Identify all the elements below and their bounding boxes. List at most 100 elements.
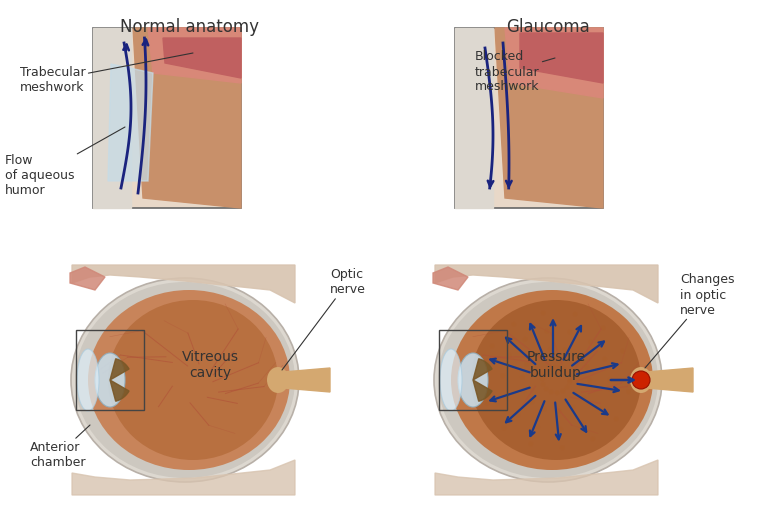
- Polygon shape: [110, 359, 129, 380]
- Circle shape: [545, 367, 551, 372]
- Circle shape: [541, 382, 545, 387]
- Circle shape: [568, 330, 572, 335]
- Polygon shape: [93, 28, 131, 208]
- Circle shape: [541, 310, 546, 316]
- Circle shape: [549, 389, 554, 394]
- Ellipse shape: [451, 290, 653, 470]
- Ellipse shape: [434, 278, 662, 482]
- Bar: [455, 28, 603, 208]
- Bar: [93, 28, 241, 208]
- Circle shape: [598, 406, 602, 411]
- Circle shape: [584, 364, 589, 370]
- Circle shape: [581, 420, 585, 426]
- Circle shape: [588, 339, 593, 345]
- Circle shape: [627, 377, 632, 383]
- Circle shape: [511, 322, 516, 327]
- Circle shape: [500, 373, 505, 378]
- Circle shape: [525, 362, 529, 367]
- Ellipse shape: [75, 282, 295, 478]
- Ellipse shape: [71, 278, 299, 482]
- Text: Blocked
trabecular
meshwork: Blocked trabecular meshwork: [475, 50, 555, 93]
- Polygon shape: [473, 359, 492, 380]
- Circle shape: [548, 347, 553, 352]
- Ellipse shape: [458, 353, 488, 407]
- Polygon shape: [495, 28, 603, 208]
- Text: Glaucoma: Glaucoma: [506, 18, 590, 36]
- Circle shape: [528, 441, 533, 446]
- Polygon shape: [72, 265, 295, 303]
- Circle shape: [551, 365, 556, 370]
- Circle shape: [480, 372, 485, 377]
- Circle shape: [560, 445, 565, 450]
- Circle shape: [507, 353, 512, 358]
- Bar: [76, 330, 144, 410]
- Circle shape: [562, 347, 568, 352]
- Circle shape: [573, 312, 578, 317]
- Circle shape: [558, 427, 563, 432]
- Polygon shape: [433, 267, 468, 290]
- Circle shape: [607, 377, 612, 383]
- Polygon shape: [505, 28, 603, 98]
- Circle shape: [490, 344, 495, 348]
- Bar: [439, 330, 507, 410]
- Polygon shape: [108, 64, 153, 181]
- Circle shape: [581, 395, 586, 400]
- Circle shape: [591, 436, 595, 441]
- Polygon shape: [163, 38, 241, 78]
- Polygon shape: [435, 265, 658, 303]
- Circle shape: [540, 376, 545, 381]
- Circle shape: [557, 408, 561, 414]
- Polygon shape: [133, 28, 241, 208]
- Circle shape: [601, 325, 606, 331]
- Circle shape: [541, 371, 547, 376]
- Ellipse shape: [440, 349, 462, 411]
- Circle shape: [566, 372, 571, 377]
- Text: Anterior
chamber: Anterior chamber: [30, 425, 90, 469]
- Text: Vitreous
cavity: Vitreous cavity: [181, 350, 239, 380]
- Text: Changes
in optic
nerve: Changes in optic nerve: [645, 274, 734, 368]
- Polygon shape: [110, 380, 129, 401]
- Ellipse shape: [88, 290, 290, 470]
- Ellipse shape: [630, 367, 652, 393]
- Circle shape: [545, 329, 549, 334]
- Ellipse shape: [95, 353, 125, 407]
- Circle shape: [520, 375, 525, 380]
- Ellipse shape: [438, 282, 658, 478]
- Circle shape: [626, 389, 631, 394]
- Circle shape: [564, 385, 570, 390]
- Polygon shape: [455, 28, 493, 208]
- Circle shape: [485, 401, 489, 406]
- Circle shape: [530, 400, 535, 404]
- Circle shape: [607, 386, 611, 391]
- Circle shape: [632, 371, 650, 389]
- Circle shape: [587, 383, 591, 388]
- Ellipse shape: [108, 300, 278, 460]
- Circle shape: [575, 353, 580, 359]
- Circle shape: [554, 390, 560, 395]
- Circle shape: [535, 424, 540, 429]
- Text: Optic
nerve: Optic nerve: [282, 268, 366, 370]
- Circle shape: [571, 404, 575, 409]
- Text: Normal anatomy: Normal anatomy: [121, 18, 260, 36]
- Polygon shape: [520, 33, 603, 83]
- Polygon shape: [435, 460, 658, 495]
- Circle shape: [557, 365, 562, 370]
- Polygon shape: [72, 460, 295, 495]
- Text: Trabecular
meshwork: Trabecular meshwork: [20, 53, 193, 94]
- Circle shape: [621, 349, 625, 354]
- Polygon shape: [70, 267, 105, 290]
- Circle shape: [614, 417, 619, 421]
- Circle shape: [535, 352, 539, 357]
- Polygon shape: [148, 28, 241, 83]
- Polygon shape: [639, 368, 693, 392]
- Polygon shape: [473, 380, 492, 401]
- Circle shape: [561, 389, 565, 393]
- Circle shape: [544, 387, 549, 391]
- Circle shape: [542, 407, 547, 412]
- Circle shape: [602, 357, 607, 362]
- Circle shape: [567, 380, 572, 385]
- Circle shape: [503, 394, 508, 400]
- Circle shape: [562, 368, 568, 373]
- Circle shape: [515, 413, 521, 418]
- Circle shape: [588, 377, 592, 383]
